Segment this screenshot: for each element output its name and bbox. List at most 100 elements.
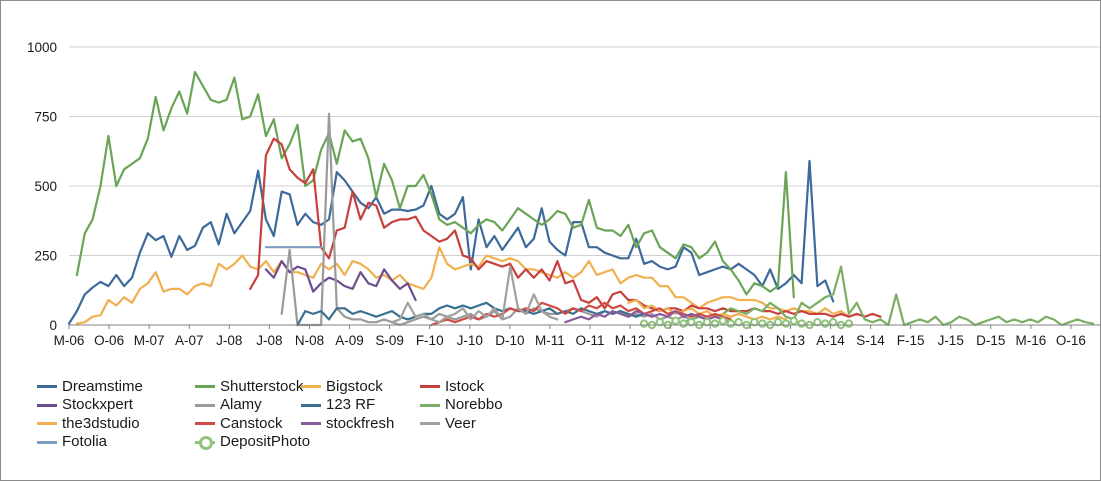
x-tick-label: F-15: [897, 333, 925, 348]
x-tick-label: J-08: [256, 333, 282, 348]
series-lines: [67, 70, 1095, 330]
legend-swatch: [420, 377, 440, 395]
series-line-bigstock: [75, 246, 851, 325]
y-tick-label: 250: [34, 249, 57, 264]
axes: 0 250 500 750 1000 M-06 O-06 M-07 A-07 J-08 J-08 N-…: [27, 40, 1100, 348]
legend-swatch: [420, 414, 440, 432]
series-line-stockfresh: [564, 310, 725, 324]
x-tick-label: J-08: [216, 333, 242, 348]
chart-legend: Dreamstime Shutterstock Bigstock Istock Stoc…: [37, 377, 557, 451]
legend-swatch: [195, 414, 215, 432]
data-point-marker: [710, 319, 720, 328]
x-tick-label: S-09: [375, 333, 404, 348]
data-point-marker: [821, 319, 830, 328]
legend-swatch: [301, 414, 321, 432]
data-point-marker: [679, 319, 688, 328]
legend-item: Bigstock: [301, 377, 420, 396]
legend-label: DepositPhoto: [220, 433, 311, 451]
data-point-marker: [797, 319, 806, 328]
legend-item: 123 RF: [301, 396, 420, 415]
legend-swatch: [301, 377, 321, 395]
data-point-marker: [718, 316, 728, 326]
x-tick-label: D-10: [495, 333, 524, 348]
legend-swatch: [301, 396, 321, 414]
x-tick-label: S-14: [856, 333, 885, 348]
legend-item: Stockxpert: [37, 396, 195, 415]
y-tick-label: 1000: [27, 40, 57, 55]
legend-swatch: [420, 396, 440, 414]
legend-item: Norebbo: [420, 396, 540, 415]
data-point-marker: [734, 318, 743, 327]
legend-label: 123 RF: [326, 396, 376, 414]
legend-swatch: [37, 396, 57, 414]
data-point-marker: [758, 319, 767, 328]
legend-swatch: [37, 433, 57, 451]
x-tick-label: N-08: [295, 333, 324, 348]
legend-item: Fotolia: [37, 433, 195, 452]
legend-item: Istock: [420, 377, 540, 396]
legend-item: stockfresh: [301, 414, 420, 433]
data-point-marker: [844, 319, 854, 328]
legend-item: Dreamstime: [37, 377, 195, 396]
y-tick-label: 0: [49, 318, 57, 333]
x-tick-label: A-07: [175, 333, 204, 348]
legend-item: Shutterstock: [195, 377, 303, 396]
x-tick-label: A-14: [816, 333, 845, 348]
series-line-canstock: [430, 301, 732, 327]
data-point-marker: [789, 316, 798, 326]
x-tick-label: M-16: [1015, 333, 1046, 348]
x-tick-label: F-10: [416, 333, 444, 348]
series-line-istock: [249, 137, 882, 318]
data-point-marker: [671, 316, 680, 326]
y-tick-label: 750: [34, 110, 57, 125]
legend-item: Canstock: [195, 414, 301, 433]
legend-label: stockfresh: [326, 414, 395, 432]
x-tick-label: A-12: [656, 333, 685, 348]
data-point-marker: [828, 318, 838, 327]
x-tick-label: O-11: [576, 333, 605, 348]
data-point-marker: [781, 319, 791, 328]
series-line-123-rf: [296, 301, 654, 327]
series-line-alamy: [280, 112, 732, 327]
legend-swatch: [37, 414, 57, 432]
series-line-veer: [390, 265, 559, 324]
legend-item: DepositPhoto: [195, 433, 310, 452]
x-tick-label: D-15: [976, 333, 1005, 348]
x-tick-label: N-13: [776, 333, 805, 348]
x-tick-label: J-13: [737, 333, 763, 348]
legend-label: Dreamstime: [62, 377, 143, 395]
y-tick-label: 500: [34, 179, 57, 194]
data-point-marker: [813, 318, 822, 327]
legend-item: Alamy: [195, 396, 301, 415]
legend-label: Istock: [445, 377, 485, 395]
legend-swatch: [195, 377, 215, 395]
data-point-marker: [702, 318, 712, 327]
legend-swatch: [195, 433, 215, 451]
legend-label: Veer: [445, 414, 476, 432]
legend-label: Norebbo: [445, 396, 503, 414]
legend-swatch: [195, 396, 215, 414]
data-point-marker: [750, 318, 759, 327]
x-tick-label: J-13: [697, 333, 723, 348]
x-tick-label: M-11: [535, 333, 565, 348]
legend-label: Stockxpert: [62, 396, 133, 414]
x-tick-label: M-06: [54, 333, 85, 348]
x-tick-label: J-15: [938, 333, 964, 348]
data-point-marker: [773, 318, 783, 327]
legend-item: the3dstudio: [37, 414, 195, 433]
x-tick-label: O-06: [94, 333, 124, 348]
legend-label: Canstock: [220, 414, 283, 432]
legend-item: Veer: [420, 414, 540, 433]
series-line-shutterstock: [75, 70, 795, 299]
x-tick-label: A-09: [335, 333, 364, 348]
data-point-marker: [655, 318, 665, 327]
x-tick-label: J-10: [457, 333, 483, 348]
data-point-marker: [639, 319, 649, 328]
data-point-marker: [687, 318, 696, 327]
legend-label: Bigstock: [326, 377, 383, 395]
x-tick-label: O-16: [1056, 333, 1086, 348]
x-tick-label: M-07: [134, 333, 165, 348]
data-point-marker: [726, 319, 735, 328]
legend-label: Alamy: [220, 396, 262, 414]
